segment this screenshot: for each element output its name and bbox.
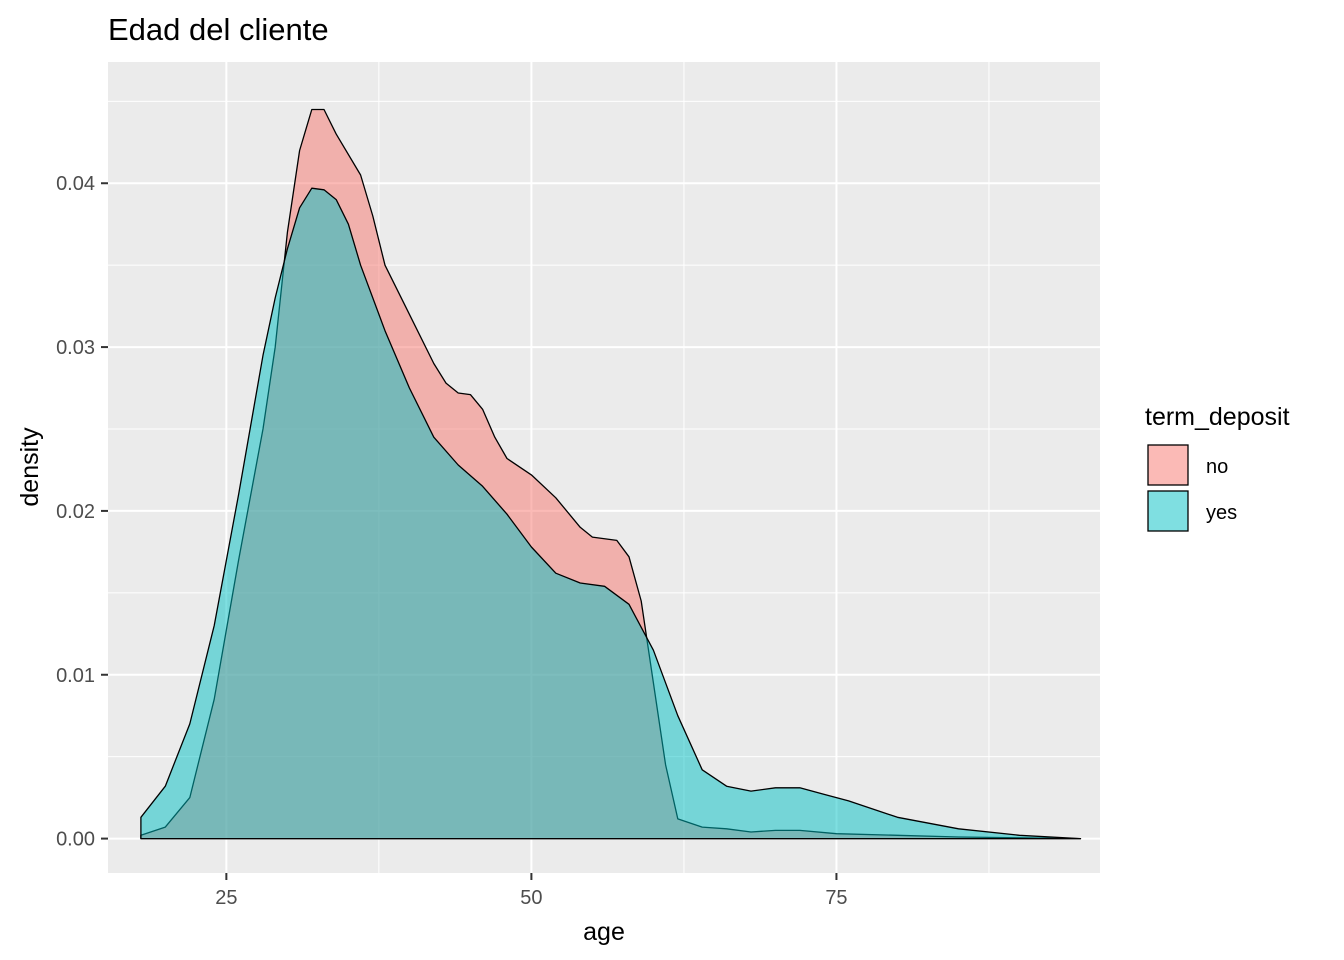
x-axis-title: age: [583, 918, 625, 946]
y-tick-label: 0.02: [56, 501, 95, 523]
y-tick-label: 0.03: [56, 337, 95, 359]
density-areas: [140, 108, 1082, 840]
legend-title: term_deposit: [1145, 403, 1290, 431]
legend: term_deposit no yes: [1145, 403, 1290, 532]
legend-label-no: no: [1206, 456, 1228, 478]
x-tick-label: 75: [825, 887, 847, 909]
y-tick-label: 0.04: [56, 173, 95, 195]
x-axis: 25 50 75: [215, 873, 848, 909]
y-tick-label: 0.00: [56, 829, 95, 851]
density-area-yes: [140, 187, 1082, 840]
chart-title: Edad del cliente: [108, 12, 329, 47]
x-tick-label: 25: [215, 887, 237, 909]
x-tick-label: 50: [520, 887, 542, 909]
y-tick-label: 0.01: [56, 665, 95, 687]
legend-key-yes: [1147, 490, 1189, 532]
legend-key-no: [1147, 444, 1189, 486]
y-axis-title: density: [16, 427, 44, 507]
legend-label-yes: yes: [1206, 502, 1237, 524]
y-axis: 0.00 0.01 0.02 0.03 0.04: [56, 173, 108, 851]
